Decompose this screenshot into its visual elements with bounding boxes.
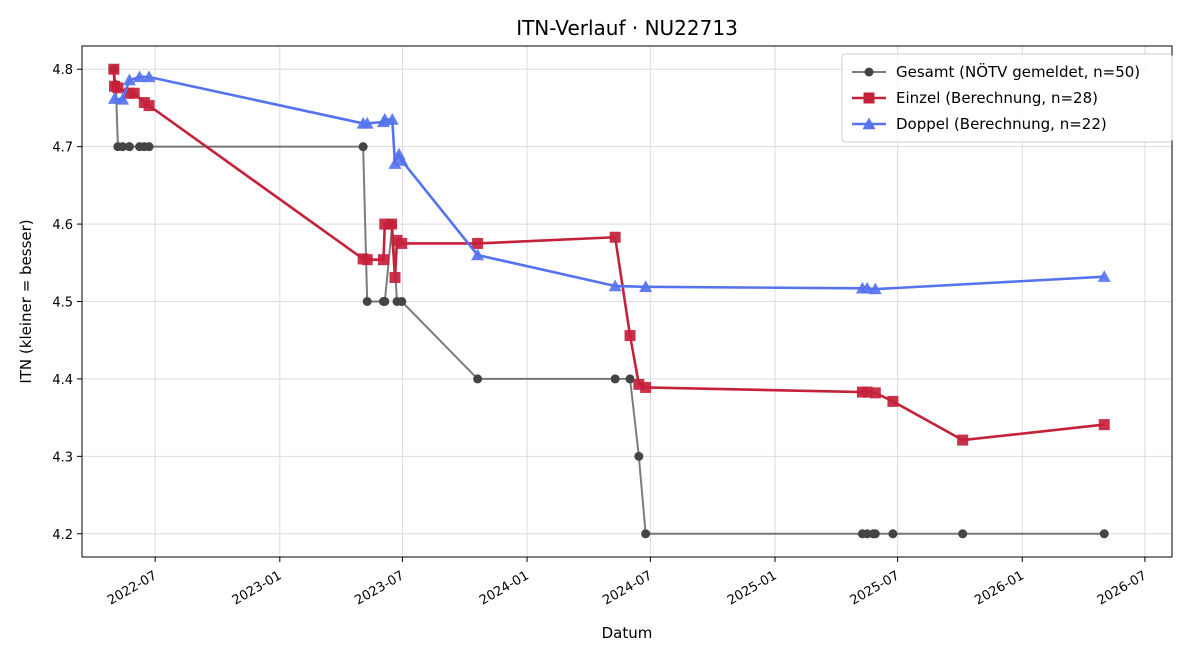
legend-marker [862, 117, 876, 130]
series-layer [108, 63, 1111, 539]
legend-label: Doppel (Berechnung, n=22) [896, 115, 1107, 133]
data-point [144, 142, 154, 152]
data-point [385, 113, 399, 125]
y-tick-label: 4.3 [52, 450, 73, 465]
data-point [610, 374, 620, 384]
data-point [641, 529, 651, 539]
y-axis-title: ITN (kleiner = besser) [17, 219, 35, 383]
x-tick-label: 2024-01 [477, 568, 532, 608]
data-point [122, 73, 136, 86]
data-point [869, 387, 881, 399]
data-point [870, 529, 880, 539]
x-tick-label: 2026-01 [972, 568, 1027, 608]
data-point [1097, 270, 1111, 282]
legend-box [841, 53, 1173, 143]
data-point [397, 297, 407, 306]
data-point [639, 280, 653, 292]
data-point [958, 529, 968, 539]
data-point [377, 254, 389, 266]
x-tick-label: 2024-07 [600, 568, 655, 608]
data-point [358, 142, 368, 152]
data-point [395, 154, 409, 166]
data-point [471, 248, 485, 261]
data-point [143, 100, 155, 112]
data-point [473, 374, 483, 384]
x-tick-label: 2025-07 [848, 568, 903, 608]
x-tick-label: 2025-01 [725, 568, 780, 608]
data-point [112, 82, 124, 94]
data-point [379, 218, 391, 230]
data-point [142, 70, 156, 83]
data-point [386, 218, 398, 230]
data-point [1098, 419, 1110, 431]
y-tick-label: 4.6 [52, 218, 73, 233]
y-tick-label: 4.8 [52, 63, 73, 78]
data-point [396, 237, 408, 249]
data-point [860, 281, 874, 294]
data-point [118, 142, 128, 152]
x-tick-label: 2026-07 [1095, 568, 1150, 608]
data-point [389, 271, 401, 283]
data-point [868, 282, 882, 295]
data-point [887, 395, 899, 407]
data-point [361, 254, 373, 266]
legend-marker [863, 92, 875, 104]
data-point [1099, 529, 1109, 539]
data-point [609, 231, 621, 243]
y-tick-label: 4.7 [52, 141, 73, 156]
data-point [380, 297, 390, 306]
chart-title: ITN-Verlauf · NU22713 [516, 16, 738, 40]
x-axis-title: Datum [602, 624, 653, 642]
data-point [128, 87, 140, 99]
y-tick-label: 4.2 [52, 528, 73, 543]
data-point [362, 297, 372, 306]
data-point [957, 434, 969, 446]
x-tick-label: 2023-07 [352, 568, 407, 608]
data-point [640, 381, 652, 393]
y-tick-label: 4.5 [52, 296, 73, 311]
series-square [108, 63, 1110, 446]
data-point [108, 92, 122, 104]
x-tick-label: 2023-01 [230, 568, 285, 608]
data-point [360, 116, 374, 129]
data-point [388, 157, 402, 169]
legend-label: Gesamt (NÖTV gemeldet, n=50) [896, 62, 1140, 81]
data-point [861, 386, 873, 398]
data-point [108, 63, 120, 75]
series-triangle [108, 70, 1111, 295]
data-point [472, 237, 484, 249]
y-tick-label: 4.4 [52, 373, 73, 388]
data-point [624, 330, 636, 342]
data-point [633, 378, 645, 390]
data-point [888, 529, 898, 539]
legend-label: Einzel (Berechnung, n=28) [896, 89, 1098, 107]
data-point [608, 279, 622, 292]
data-point [124, 142, 134, 152]
data-point [634, 451, 644, 461]
x-tick-label: 2022-07 [105, 568, 160, 608]
data-point [116, 92, 130, 105]
legend: Gesamt (NÖTV gemeldet, n=50) Einzel (Bere… [841, 53, 1173, 143]
data-point [625, 374, 635, 384]
ticks: 4.2 4.3 4.4 4.5 4.6 4.7 4.8 2022-07 2023-01 2023-… [52, 63, 1149, 608]
legend-marker [864, 67, 874, 77]
data-point [133, 70, 147, 83]
